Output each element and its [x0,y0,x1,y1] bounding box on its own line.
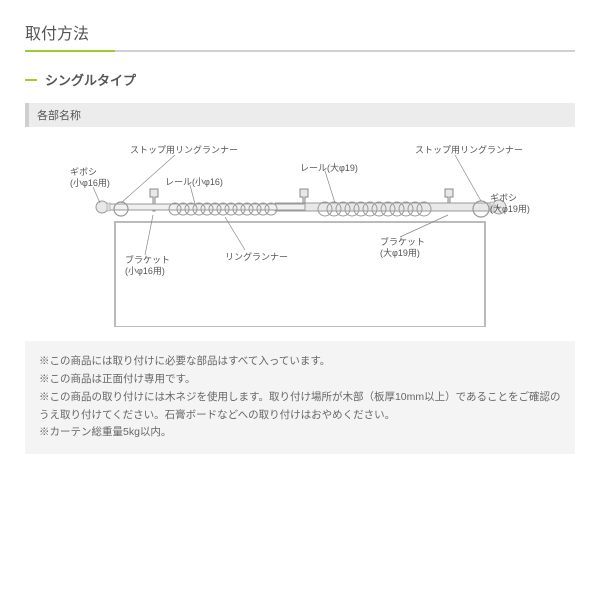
diagram: ストップ用リングランナー ストップ用リングランナー ギボシ(小φ16用) ギボシ… [25,137,575,327]
label-stopring-left: ストップ用リングランナー [130,143,238,156]
title-section: 取付方法 [25,20,575,52]
subtitle-row: シングルタイプ [25,70,575,89]
note-line: ※この商品の取り付けには木ネジを使用します。取り付け場所が木部（板厚10mm以上… [39,389,561,425]
label-giboshi-right: ギボシ(大φ19用) [490,193,530,215]
label-rail-right: レール(大φ19) [300,161,358,174]
label-stopring-right: ストップ用リングランナー [415,143,523,156]
label-bracket-left: ブラケット(小φ16用) [125,255,170,277]
label-rail-left: レール(小φ16) [165,175,223,188]
subtitle: シングルタイプ [45,70,136,89]
section-header: 各部名称 [25,103,575,127]
dash-icon [25,79,37,81]
note-line: ※この商品は正面付け専用です。 [39,371,561,389]
page-title: 取付方法 [25,20,575,44]
note-line: ※カーテン総重量5kg以内。 [39,424,561,442]
notes-box: ※この商品には取り付けに必要な部品はすべて入っています。 ※この商品は正面付け専… [25,341,575,454]
note-line: ※この商品には取り付けに必要な部品はすべて入っています。 [39,353,561,371]
label-giboshi-left: ギボシ(小φ16用) [70,167,110,189]
label-ringrunner: リングランナー [225,250,288,263]
label-bracket-right: ブラケット(大φ19用) [380,237,425,259]
